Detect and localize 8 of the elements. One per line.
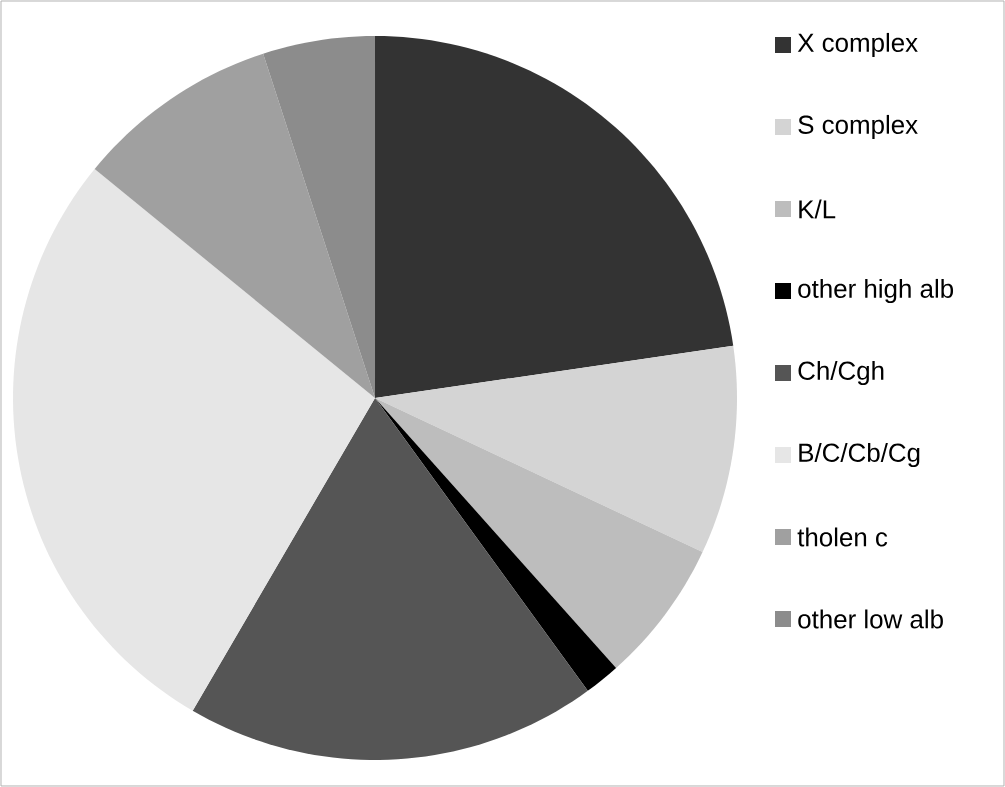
legend-label: tholen c [797, 527, 888, 547]
legend-label: S complex [798, 114, 918, 140]
legend-label: other high alb [798, 278, 954, 304]
legend-label: other low alb [798, 609, 943, 629]
legend-label: X complex [797, 32, 918, 58]
legend-label: B/C/Cb/Cg [799, 442, 920, 468]
legend-label: K/L [799, 199, 836, 219]
legend-label: Ch/Cgh [798, 360, 884, 386]
